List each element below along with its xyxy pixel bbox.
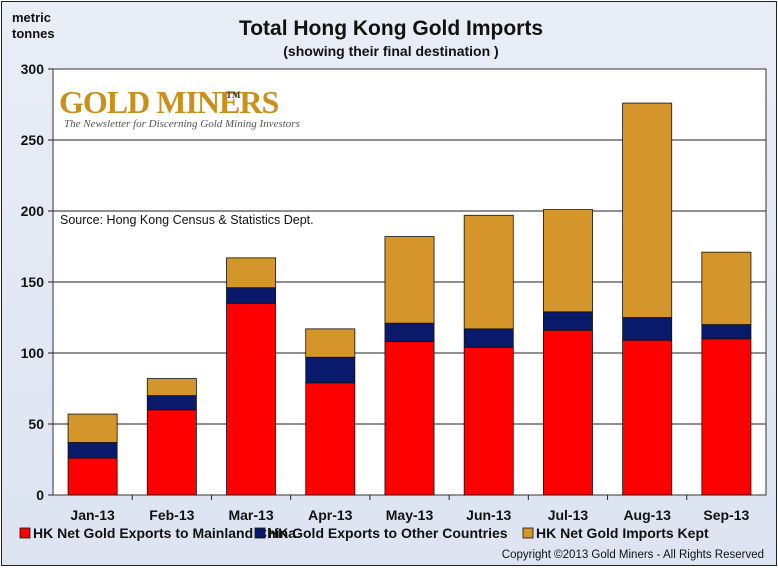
bar-segment-china xyxy=(226,302,277,496)
legend: HK Net Gold Exports to Mainland ChinaHK … xyxy=(19,525,709,541)
x-tick-label: Feb-13 xyxy=(149,507,194,523)
x-tick-label: Mar-13 xyxy=(228,507,273,523)
y-tick-label: 200 xyxy=(21,203,45,219)
bar-segment-china xyxy=(146,409,197,496)
y-tick-label: 0 xyxy=(36,487,44,503)
bar-segment-kept xyxy=(146,378,197,396)
legend-swatch-other xyxy=(254,527,266,539)
y-tick-label: 250 xyxy=(21,132,45,148)
chart-title: Total Hong Kong Gold Imports xyxy=(239,17,543,40)
x-tick-label: Jan-13 xyxy=(70,507,115,523)
y-tick-label: 50 xyxy=(28,416,44,432)
x-tick-label: Sep-13 xyxy=(703,507,749,523)
bar-segment-other xyxy=(67,442,118,459)
logo-tagline: The Newsletter for Discerning Gold Minin… xyxy=(64,118,300,130)
x-tick-label: May-13 xyxy=(386,507,434,523)
source-note: Source: Hong Kong Census & Statistics De… xyxy=(60,213,314,227)
legend-swatch-china xyxy=(19,527,31,539)
legend-label: HK Net Gold Imports Kept xyxy=(536,525,709,541)
x-tick-label: Aug-13 xyxy=(623,507,671,523)
y-tick-label: 300 xyxy=(21,61,45,77)
bar-segment-other xyxy=(384,322,435,343)
bar-segment-other xyxy=(146,395,197,411)
bar-segment-kept xyxy=(226,257,277,289)
x-axis-ticks: Jan-13 Feb-13 Mar-13 Apr-13 May-13 Jun-13 Jul-… xyxy=(70,495,750,523)
bar-segment-china xyxy=(305,382,356,496)
bar-segment-other xyxy=(226,287,277,304)
bar-segment-china xyxy=(67,457,118,496)
copyright-note: Copyright ©2013 Gold Miners - All Rights… xyxy=(502,549,764,561)
bar-segment-kept xyxy=(701,251,752,325)
y-axis-label-line2: tonnes xyxy=(12,26,55,41)
bar-segment-china xyxy=(463,346,514,496)
gold-miners-logo: GOLD MINERS TM The Newsletter for Discer… xyxy=(59,84,300,130)
bars xyxy=(67,102,752,496)
bar-segment-kept xyxy=(622,102,673,318)
legend-label: HK Net Gold Exports to Mainland China xyxy=(33,525,296,541)
x-tick-label: Apr-13 xyxy=(308,507,353,523)
bar-segment-china xyxy=(622,339,673,496)
bar-segment-other xyxy=(305,356,356,384)
legend-label: HK Gold Exports to Other Countries xyxy=(268,525,508,541)
y-axis-label-line1: metric xyxy=(12,10,51,25)
x-tick-label: Jul-13 xyxy=(548,507,589,523)
y-axis-ticks: 0 50 100 150 200 250 300 xyxy=(21,61,53,503)
bar-segment-other xyxy=(622,317,673,341)
bar-segment-other xyxy=(701,324,752,340)
bar-segment-china xyxy=(701,338,752,496)
legend-swatch-kept xyxy=(522,527,534,539)
logo-wordmark: GOLD MINERS xyxy=(59,84,278,120)
bar-segment-kept xyxy=(305,328,356,358)
y-tick-label: 100 xyxy=(21,345,45,361)
bar-segment-kept xyxy=(67,413,118,443)
logo-trademark: TM xyxy=(226,90,241,100)
bar-segment-china xyxy=(542,329,593,496)
chart-subtitle: (showing their final destination ) xyxy=(283,43,498,59)
bar-segment-kept xyxy=(384,236,435,324)
x-tick-label: Jun-13 xyxy=(466,507,511,523)
bar-segment-china xyxy=(384,341,435,496)
y-tick-label: 150 xyxy=(21,274,45,290)
bar-segment-other xyxy=(463,328,514,348)
bar-segment-kept xyxy=(463,214,514,330)
bar-segment-other xyxy=(542,311,593,331)
bar-segment-kept xyxy=(542,209,593,313)
